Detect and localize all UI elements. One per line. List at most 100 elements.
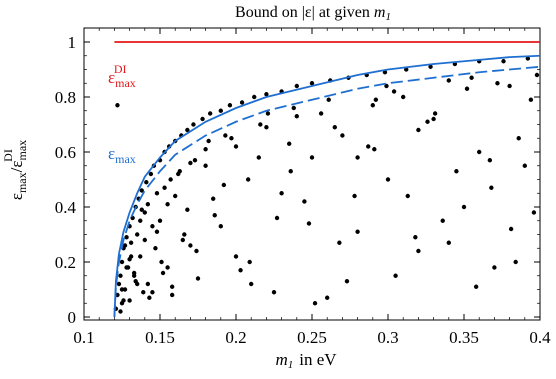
data-point bbox=[124, 265, 129, 270]
data-point bbox=[238, 268, 243, 273]
data-point bbox=[116, 281, 122, 287]
data-point bbox=[431, 116, 436, 122]
data-point bbox=[372, 147, 377, 152]
data-point bbox=[124, 235, 129, 240]
data-point bbox=[144, 180, 149, 185]
data-point bbox=[337, 240, 342, 245]
data-point bbox=[355, 155, 360, 160]
data-point bbox=[355, 229, 360, 234]
data-point bbox=[188, 243, 193, 248]
data-point bbox=[487, 158, 493, 163]
data-point bbox=[385, 177, 391, 182]
data-point bbox=[534, 72, 540, 78]
data-point bbox=[461, 204, 467, 210]
data-point bbox=[145, 202, 151, 207]
data-point bbox=[142, 210, 147, 215]
data-point bbox=[325, 295, 330, 300]
data-point bbox=[495, 81, 500, 86]
data-point bbox=[128, 254, 134, 259]
data-point bbox=[139, 207, 144, 212]
data-point bbox=[115, 103, 120, 108]
data-point bbox=[274, 215, 280, 221]
x-axis-label: m1 in eV bbox=[275, 350, 337, 371]
data-point bbox=[118, 273, 123, 278]
data-point bbox=[271, 290, 277, 295]
data-point bbox=[122, 243, 128, 248]
data-point bbox=[249, 281, 254, 287]
data-point bbox=[413, 235, 418, 240]
data-point bbox=[489, 185, 494, 190]
data-point bbox=[223, 133, 228, 138]
data-point bbox=[291, 105, 296, 111]
data-point bbox=[148, 171, 154, 177]
y-tick-label: 0 bbox=[68, 308, 77, 327]
data-point bbox=[525, 56, 531, 61]
data-point bbox=[432, 111, 438, 116]
data-point bbox=[185, 207, 190, 212]
data-point bbox=[233, 144, 239, 149]
data-point bbox=[340, 133, 345, 138]
data-point bbox=[516, 136, 521, 141]
line-label-max: εmax bbox=[108, 144, 136, 166]
data-point bbox=[373, 97, 379, 102]
data-point bbox=[256, 155, 261, 160]
data-point bbox=[326, 97, 331, 102]
data-point bbox=[133, 279, 138, 284]
data-point bbox=[131, 270, 137, 276]
data-point bbox=[332, 125, 337, 130]
data-point bbox=[264, 125, 269, 130]
data-point bbox=[352, 193, 357, 199]
data-point bbox=[142, 237, 147, 243]
data-point bbox=[469, 75, 474, 80]
line-dashed-bound bbox=[113, 65, 541, 318]
data-point bbox=[309, 155, 315, 160]
data-point bbox=[195, 276, 201, 281]
data-point bbox=[405, 193, 410, 199]
data-point bbox=[165, 265, 170, 270]
chart-title: Bound on |ε| at given m1 bbox=[235, 4, 391, 23]
data-point bbox=[128, 240, 134, 245]
data-point bbox=[513, 259, 518, 265]
data-point bbox=[522, 163, 527, 168]
data-point bbox=[177, 169, 182, 174]
data-point bbox=[233, 254, 239, 259]
line-label-di: εmaxDI bbox=[108, 62, 136, 90]
data-point bbox=[150, 224, 155, 229]
data-point bbox=[145, 281, 151, 287]
data-point bbox=[194, 248, 199, 254]
y-tick-label: 1 bbox=[68, 33, 77, 52]
data-point bbox=[154, 229, 160, 234]
data-point bbox=[221, 182, 227, 188]
y-tick-label: 0.2 bbox=[55, 253, 76, 272]
data-point bbox=[454, 169, 459, 174]
data-point bbox=[169, 292, 175, 298]
data-point bbox=[247, 259, 252, 265]
y-axis-label: εmax/εmaxDI bbox=[1, 140, 29, 200]
data-point bbox=[229, 136, 234, 141]
data-point bbox=[425, 119, 430, 124]
data-point bbox=[165, 202, 170, 207]
data-point bbox=[169, 284, 175, 289]
data-point bbox=[180, 237, 185, 243]
curves bbox=[113, 41, 541, 318]
data-point bbox=[239, 100, 245, 105]
data-point bbox=[294, 83, 299, 89]
data-point bbox=[265, 111, 271, 116]
data-point bbox=[302, 199, 307, 204]
data-point bbox=[121, 298, 126, 303]
data-point bbox=[203, 147, 208, 152]
data-point bbox=[182, 232, 187, 237]
y-tick-label: 0.4 bbox=[55, 198, 77, 217]
x-tick-label: 0.25 bbox=[297, 328, 327, 347]
x-tick-label: 0.4 bbox=[529, 328, 551, 347]
data-point bbox=[416, 248, 421, 254]
x-tick-labels: 0.1 0.15 0.2 0.25 0.3 0.35 0.4 bbox=[73, 328, 551, 347]
data-point bbox=[446, 240, 451, 245]
data-point bbox=[306, 221, 312, 226]
data-point bbox=[203, 163, 208, 168]
data-point bbox=[264, 92, 269, 97]
data-point bbox=[185, 127, 190, 133]
data-point bbox=[207, 111, 213, 116]
data-point bbox=[344, 279, 350, 284]
